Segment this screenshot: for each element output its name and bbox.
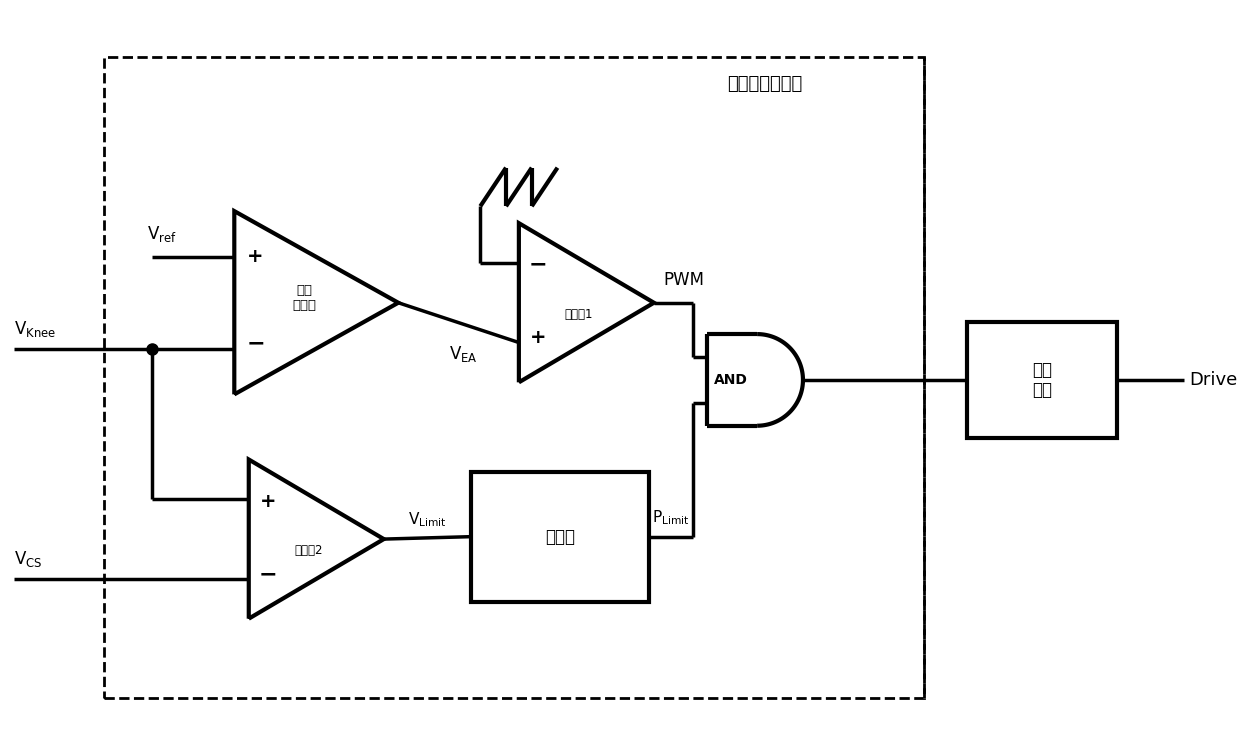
Text: V$_\mathregular{CS}$: V$_\mathregular{CS}$ <box>15 549 43 569</box>
Text: V$_\mathregular{ref}$: V$_\mathregular{ref}$ <box>147 224 177 245</box>
Text: +: + <box>530 328 546 347</box>
Text: 自适应启动电路: 自适应启动电路 <box>727 75 803 93</box>
Text: 比较器2: 比较器2 <box>295 544 323 557</box>
Text: V$_\mathregular{Knee}$: V$_\mathregular{Knee}$ <box>15 319 57 339</box>
Text: Drive: Drive <box>1189 371 1238 389</box>
Text: V$_\mathregular{Limit}$: V$_\mathregular{Limit}$ <box>408 510 446 529</box>
Bar <box>471 472 649 602</box>
Text: P$_\mathregular{Limit}$: P$_\mathregular{Limit}$ <box>652 508 690 527</box>
Text: −: − <box>247 334 265 354</box>
Text: 误差
放大器: 误差 放大器 <box>292 284 317 312</box>
Text: +: + <box>248 248 264 267</box>
Text: 比较器1: 比较器1 <box>565 308 593 321</box>
Text: PWM: PWM <box>664 271 705 289</box>
Text: V$_\mathregular{EA}$: V$_\mathregular{EA}$ <box>449 344 478 364</box>
Text: −: − <box>529 255 548 275</box>
Text: +: + <box>260 492 276 510</box>
Text: −: − <box>259 564 278 584</box>
Text: AND: AND <box>714 373 748 387</box>
Text: 锁存器: 锁存器 <box>545 528 575 546</box>
Text: 驱动
电路: 驱动 电路 <box>1032 360 1052 399</box>
Bar <box>968 322 1118 438</box>
Bar <box>104 57 924 698</box>
